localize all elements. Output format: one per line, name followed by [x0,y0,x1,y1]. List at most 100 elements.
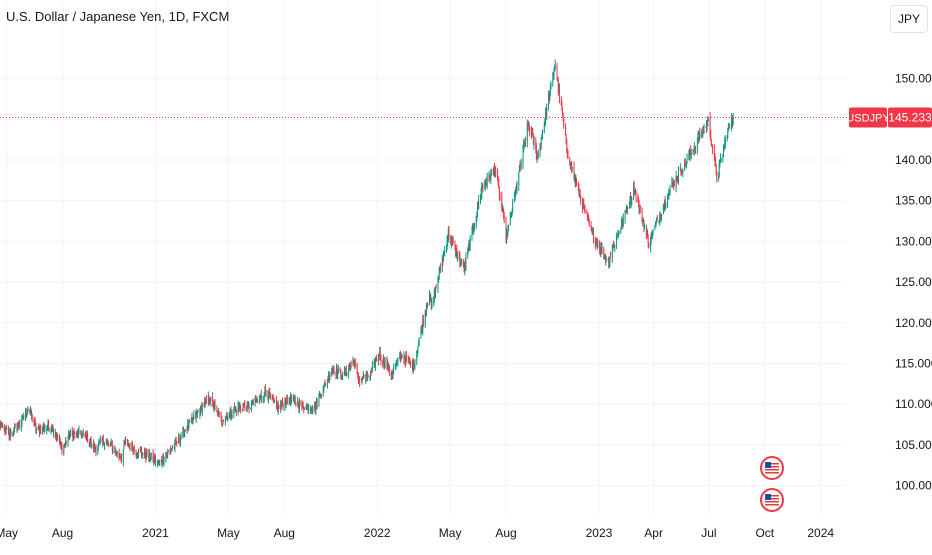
candle-body [206,400,207,402]
candle-body [529,125,530,126]
candle-body [534,141,535,144]
candle-body [32,415,33,421]
candle-body [521,162,522,165]
candle-body [117,452,118,454]
candle-body [597,243,598,245]
candle-body [317,400,318,406]
candle-body [278,405,279,408]
candle-body [87,432,88,441]
candle-body [6,429,7,430]
candle-body [721,158,722,159]
candle-body [704,128,705,132]
candle-body [202,406,203,413]
candle-body [483,187,484,188]
candle-body [147,452,148,457]
candle-body [554,72,555,75]
candle-body [198,412,199,413]
candle-body [49,429,50,431]
price-axis[interactable]: 100.000105.000110.000115.000120.000125.0… [895,72,932,493]
candle-body [225,419,226,422]
x-tick-label: 2023 [586,526,613,540]
candle-body [104,443,105,447]
candle-body [396,363,397,364]
candle-body [674,184,675,186]
candle-body [215,404,216,406]
candle-body [68,438,69,444]
candle-body [66,441,67,443]
candle-body [470,238,471,249]
candle-body [96,448,97,451]
y-tick-label: 115.000 [895,356,932,370]
us-flag-icon[interactable] [761,489,783,511]
candle-body [181,437,182,438]
candle-body [108,443,109,444]
candle-body [631,199,632,200]
candle-body [665,204,666,205]
y-tick-label: 100.000 [895,479,932,493]
candle-body [189,420,190,422]
candle-body [444,250,445,254]
candle-body [11,433,12,436]
candle-body [23,418,24,420]
candle-body [449,231,450,238]
x-tick-label: May [0,526,18,540]
flag-canton [765,494,771,500]
candle-body [623,218,624,225]
candle-body [518,172,519,185]
candle-body [427,303,428,304]
y-tick-label: 140.000 [895,153,932,167]
price-tag-value: 145.233 [888,110,932,124]
candle-body [440,268,441,271]
candle-body [585,207,586,213]
candle-body [232,414,233,416]
candle-body [678,171,679,179]
candle-body [179,436,180,441]
candle-body [257,399,258,400]
candle-body [372,366,373,368]
candle-body [685,160,686,164]
us-flag-icon[interactable] [761,457,783,479]
x-tick-label: Oct [755,526,774,540]
candle-body [529,127,530,132]
candle-body [729,128,730,129]
candle-body [661,214,662,217]
candle-body [274,400,275,401]
candle-body [612,250,613,258]
event-markers[interactable] [761,457,783,511]
candle-body [695,147,696,149]
candle-body [453,241,454,244]
y-tick-label: 125.000 [895,275,932,289]
candle-body [182,430,183,437]
price-tag-symbol: USDJPY [846,112,890,124]
candle-body [138,449,139,455]
candle-body [435,288,436,297]
candle-body [261,398,262,399]
x-tick-label: Apr [644,526,663,540]
candle-body [62,446,63,453]
candle-body [355,362,356,363]
candle-body [393,369,394,374]
candle-body [45,429,46,430]
candle-body [583,202,584,206]
candle-body [708,118,709,121]
candle-body [321,395,322,397]
candle-body [576,180,577,183]
currency-button[interactable]: JPY [890,5,928,33]
candle-body [406,354,407,360]
candle-body [572,167,573,168]
candle-body [619,233,620,234]
candle-body [334,370,335,373]
candle-body [461,260,462,264]
candle-body [397,359,398,362]
flag-canton [765,462,771,468]
flag-stripe [765,501,779,503]
candle-body [644,226,645,228]
candle-body [244,405,245,408]
candle-body [712,146,713,151]
candle-body [291,399,292,401]
candle-body [325,384,326,386]
candle-body [653,230,654,233]
